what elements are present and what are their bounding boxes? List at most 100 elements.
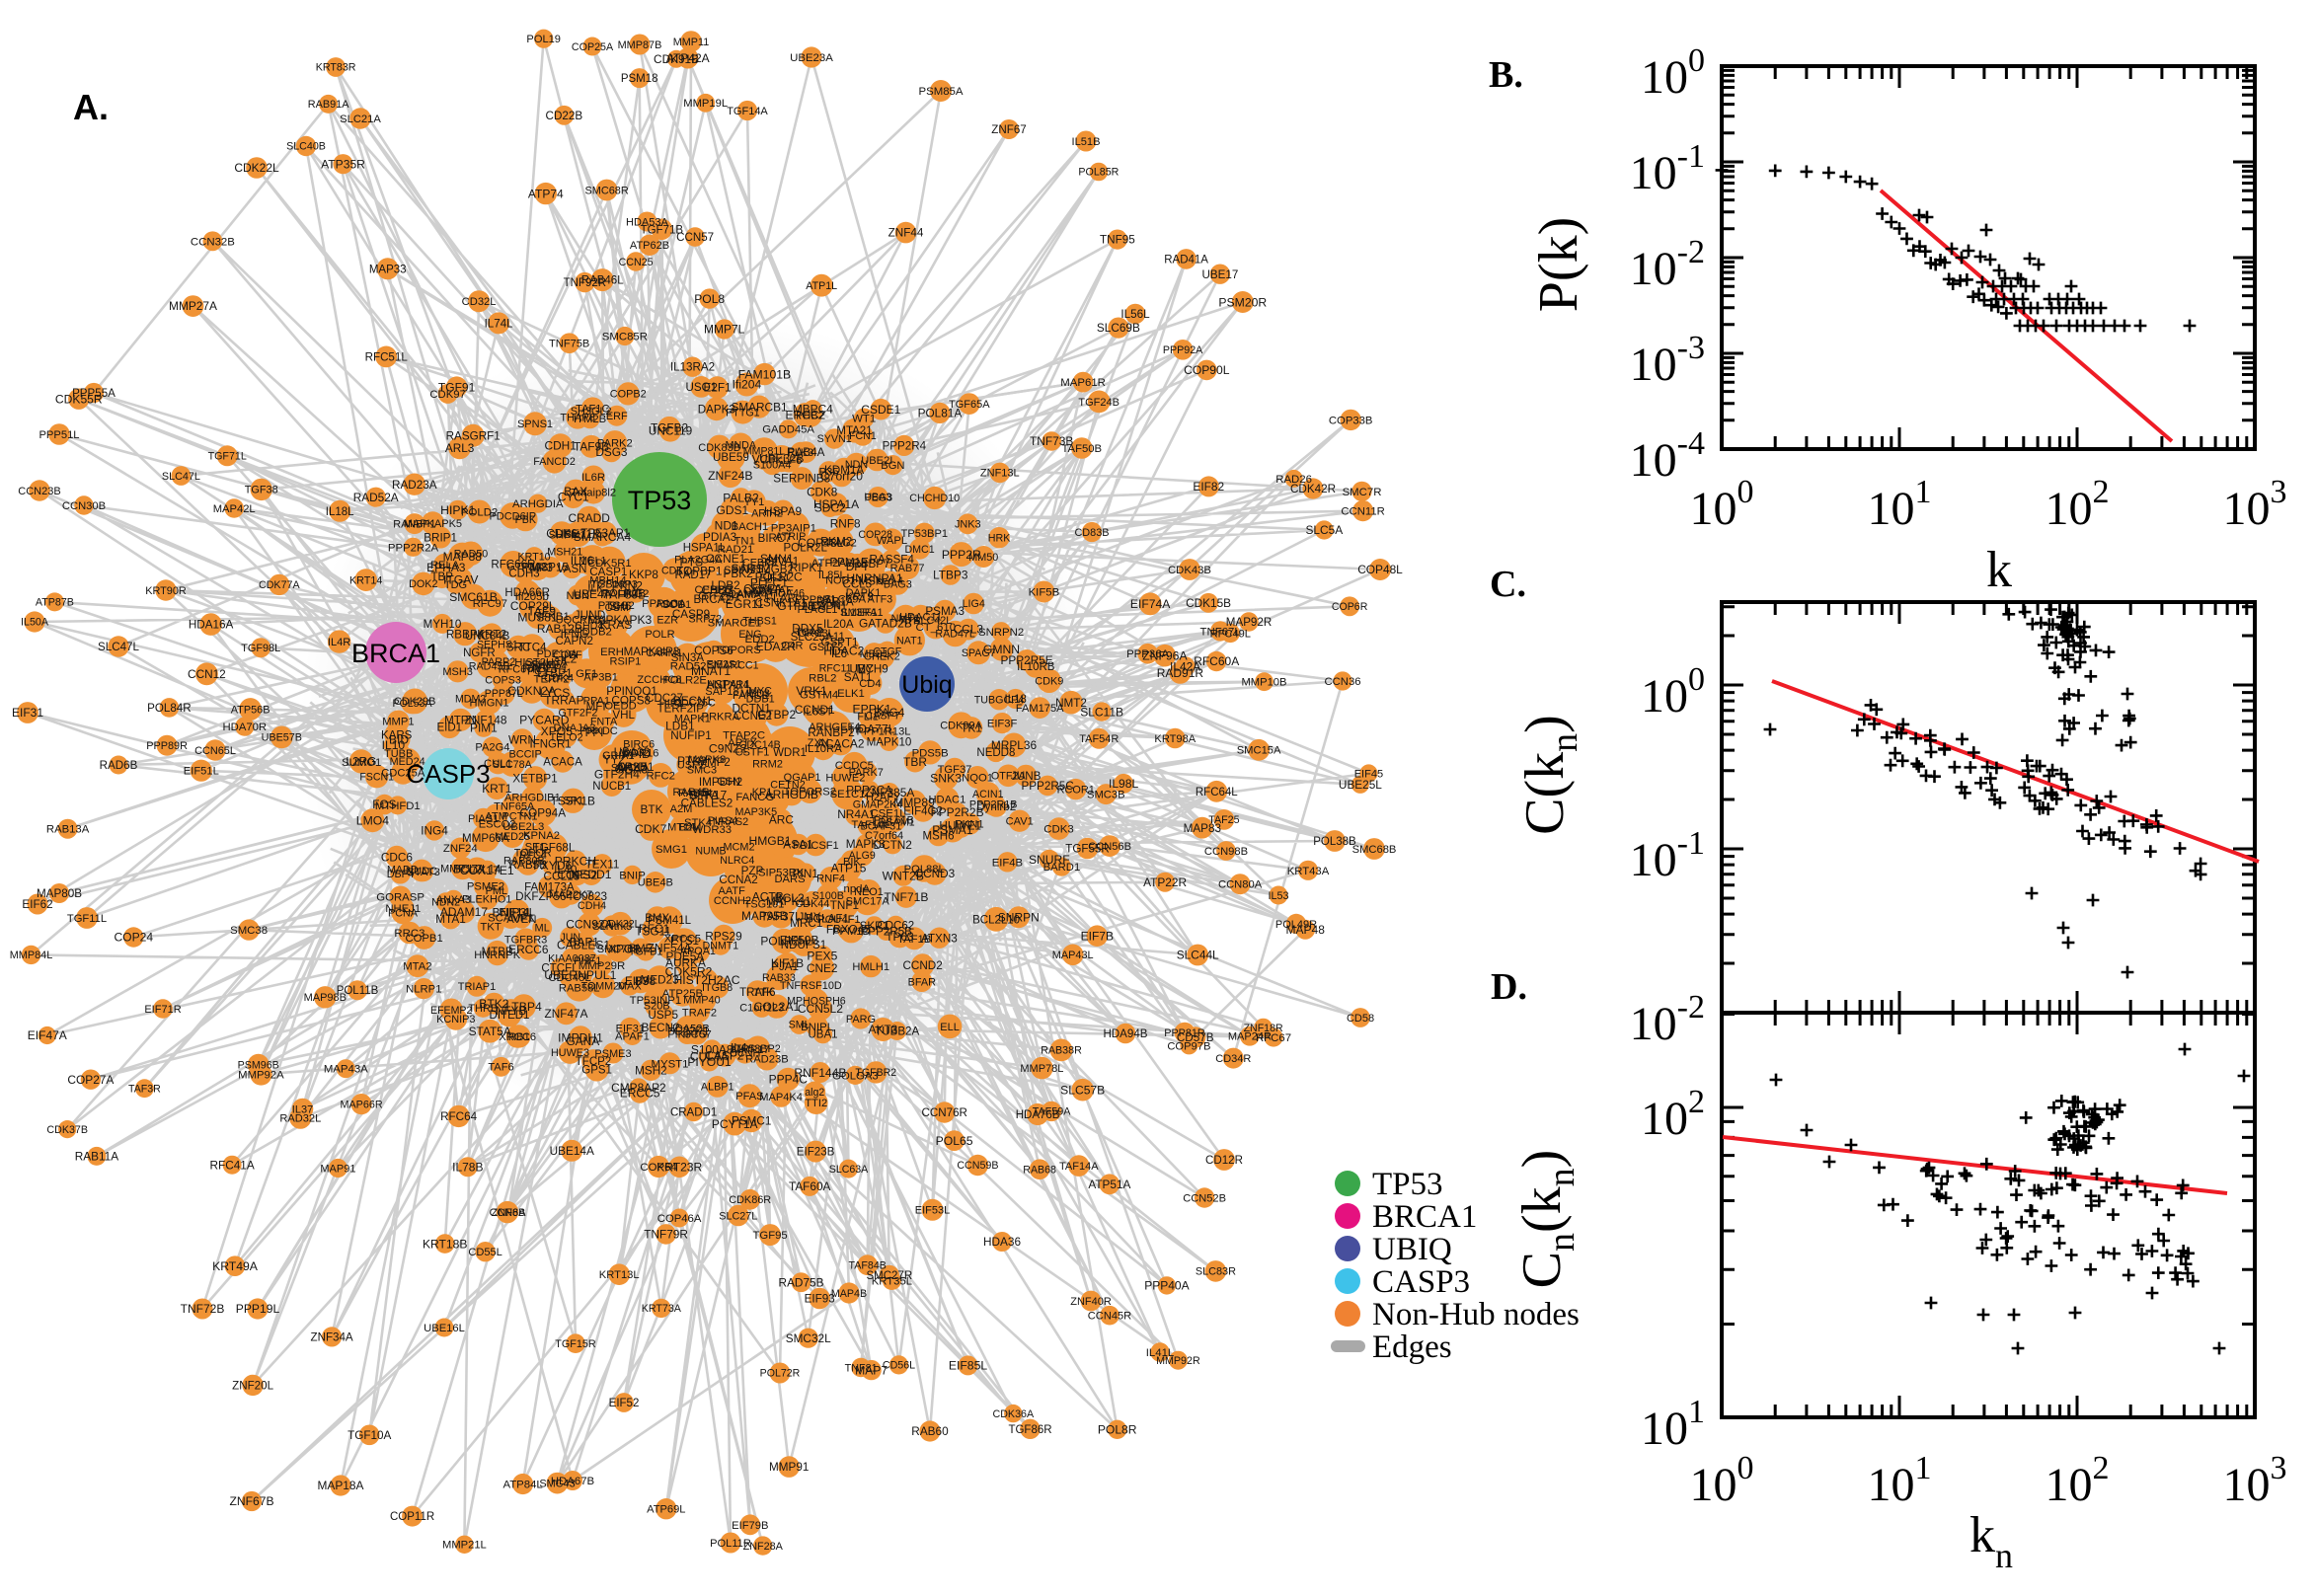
svg-text:IL13RA2: IL13RA2 (670, 361, 715, 374)
svg-text:TAF59A: TAF59A (1033, 1106, 1072, 1118)
svg-text:PSM85A: PSM85A (919, 86, 964, 98)
svg-text:MAP95B: MAP95B (741, 909, 788, 923)
svg-text:CDK2: CDK2 (661, 566, 689, 577)
svg-text:APAF1: APAF1 (615, 1030, 650, 1042)
svg-text:CDK43B: CDK43B (1168, 565, 1211, 576)
svg-text:MAP61R: MAP61R (1060, 377, 1106, 389)
svg-text:HDA67B: HDA67B (551, 1476, 594, 1487)
svg-text:JNK3: JNK3 (955, 519, 981, 531)
svg-text:EIF7B: EIF7B (1081, 929, 1114, 943)
svg-text:MMP78L: MMP78L (1020, 1063, 1063, 1075)
svg-text:MMP87B: MMP87B (618, 39, 662, 51)
svg-text:MMP84L: MMP84L (10, 950, 53, 961)
svg-text:HDA66R: HDA66R (504, 586, 550, 599)
svg-text:RAB46L: RAB46L (581, 275, 624, 287)
svg-text:EID1: EID1 (437, 722, 463, 734)
svg-text:ATP56B: ATP56B (231, 704, 270, 716)
svg-text:RAB60: RAB60 (911, 1424, 949, 1438)
svg-text:NLRP1: NLRP1 (406, 984, 441, 996)
svg-text:RASGRF1: RASGRF1 (446, 429, 501, 442)
svg-text:EFEMP2: EFEMP2 (430, 1005, 472, 1017)
svg-text:TGF15R: TGF15R (555, 1338, 596, 1350)
svg-text:UBA3: UBA3 (864, 492, 891, 503)
svg-text:ZNF34A: ZNF34A (311, 1330, 353, 1343)
svg-text:MAP43A: MAP43A (324, 1064, 368, 1076)
svg-text:CCN92A: CCN92A (566, 918, 612, 932)
svg-text:TRAF2: TRAF2 (682, 1007, 717, 1019)
svg-text:ITGB8: ITGB8 (702, 982, 733, 994)
svg-text:RAB12B: RAB12B (537, 622, 582, 636)
svg-text:FLI1: FLI1 (857, 712, 878, 723)
svg-text:MMP40: MMP40 (683, 994, 721, 1006)
svg-text:RAB13A: RAB13A (46, 824, 90, 836)
svg-text:SLC27L: SLC27L (719, 1210, 757, 1222)
svg-text:ADD1: ADD1 (656, 598, 684, 610)
svg-text:CCN52B: CCN52B (1183, 1192, 1226, 1204)
svg-text:CD12R: CD12R (1205, 1154, 1243, 1167)
svg-text:SLC63A: SLC63A (829, 1164, 869, 1176)
svg-text:KRT49A: KRT49A (212, 1259, 259, 1273)
svg-text:MMP19L: MMP19L (683, 98, 728, 110)
svg-text:PPP87L: PPP87L (485, 688, 523, 700)
svg-text:ARHGDIA: ARHGDIA (512, 498, 564, 510)
svg-text:MAP4B: MAP4B (831, 1288, 867, 1300)
svg-text:MMP92A: MMP92A (238, 1069, 284, 1081)
svg-text:CCN23B: CCN23B (18, 486, 60, 497)
svg-text:RAD52A: RAD52A (353, 491, 399, 504)
svg-text:COP29L: COP29L (510, 599, 556, 613)
svg-text:PML: PML (486, 885, 507, 897)
svg-text:ALBP1: ALBP1 (701, 1082, 734, 1094)
svg-text:CDK44: CDK44 (795, 898, 829, 910)
svg-text:CCN76R: CCN76R (922, 1106, 967, 1119)
svg-text:UBA1: UBA1 (808, 1029, 837, 1041)
svg-text:BRCA1: BRCA1 (351, 639, 440, 668)
svg-text:POL84R: POL84R (147, 702, 191, 715)
svg-text:CHCHD10: CHCHD10 (909, 493, 960, 504)
svg-text:EIF85L: EIF85L (949, 1359, 988, 1373)
svg-text:SLC40B: SLC40B (286, 141, 326, 153)
svg-text:XETBP1: XETBP1 (512, 772, 558, 786)
svg-text:BRIP1: BRIP1 (424, 532, 457, 545)
svg-text:TBR: TBR (903, 755, 927, 769)
svg-text:TFAP2C: TFAP2C (723, 729, 765, 741)
svg-text:UBE25L: UBE25L (1339, 778, 1382, 792)
svg-text:POL81A: POL81A (918, 407, 963, 420)
svg-text:EIF51L: EIF51L (184, 766, 219, 778)
svg-text:ZNF20L: ZNF20L (232, 1380, 273, 1393)
svg-text:XRCC6: XRCC6 (499, 1031, 536, 1043)
svg-text:SLC78A: SLC78A (493, 759, 533, 771)
svg-text:TELO2: TELO2 (550, 731, 583, 743)
svg-text:ZNF6A: ZNF6A (492, 1207, 527, 1219)
svg-text:AP3B1: AP3B1 (583, 671, 618, 683)
svg-text:RFC64: RFC64 (440, 1110, 478, 1123)
svg-text:PPP36A: PPP36A (1126, 648, 1169, 660)
svg-text:EIF23B: EIF23B (797, 1146, 835, 1159)
svg-text:ATP42A: ATP42A (666, 51, 710, 65)
svg-text:RFC41A: RFC41A (209, 1158, 254, 1172)
svg-text:USP5: USP5 (648, 1009, 678, 1022)
svg-text:CDK86R: CDK86R (729, 1194, 771, 1206)
svg-text:MAP91: MAP91 (320, 1163, 355, 1175)
svg-text:MT1A: MT1A (667, 822, 697, 834)
svg-text:TNF81: TNF81 (845, 1362, 878, 1374)
svg-text:CDK77A: CDK77A (259, 579, 300, 591)
svg-text:ATP69L: ATP69L (647, 1504, 685, 1516)
svg-text:PJA1: PJA1 (771, 960, 799, 973)
svg-text:ADAM17: ADAM17 (440, 905, 489, 919)
svg-text:CCN36: CCN36 (1324, 676, 1360, 688)
svg-text:TAF50B: TAF50B (1061, 443, 1102, 455)
svg-text:RFC60A: RFC60A (1194, 654, 1239, 668)
svg-text:TAF6: TAF6 (488, 1062, 513, 1074)
svg-text:SNURF: SNURF (1029, 853, 1070, 867)
svg-text:PIN1: PIN1 (793, 867, 818, 880)
svg-text:JUNB: JUNB (1011, 770, 1042, 783)
svg-text:FANCD2: FANCD2 (533, 456, 576, 468)
svg-text:MAPK8: MAPK8 (688, 754, 726, 766)
svg-text:COP97B: COP97B (1167, 1040, 1210, 1052)
svg-text:COP46A: COP46A (657, 1213, 702, 1225)
svg-text:CCND1: CCND1 (795, 703, 835, 717)
svg-text:GSTM4: GSTM4 (800, 690, 838, 702)
svg-text:EIF52: EIF52 (609, 1398, 640, 1409)
svg-text:ZNF24B: ZNF24B (708, 469, 752, 483)
svg-text:COPS6: COPS6 (694, 645, 733, 657)
